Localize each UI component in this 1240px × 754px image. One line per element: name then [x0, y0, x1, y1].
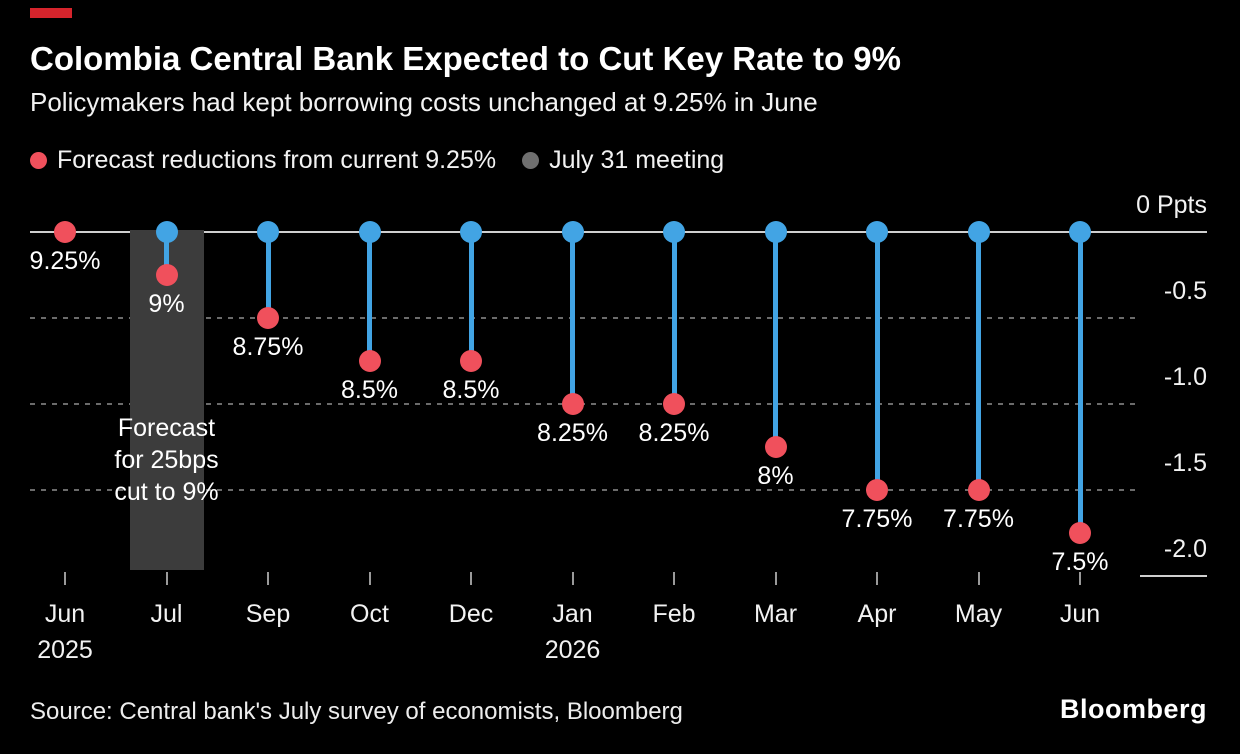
forecast-dot: [663, 393, 685, 415]
meeting-dot: [460, 221, 482, 243]
y-tick-label: -0.5: [1163, 277, 1207, 305]
brand-accent-bar: [30, 8, 72, 18]
bloomberg-logo: Bloomberg: [1059, 694, 1207, 724]
x-tick: [368, 572, 371, 585]
legend-meeting-label: July 31 meeting: [549, 146, 725, 174]
source-note: Source: Central bank's July survey of ec…: [30, 698, 683, 725]
meeting-dot: [561, 221, 584, 243]
legend-forecast-label: Forecast reductions from current 9.25%: [57, 146, 497, 174]
forecast-dot: [358, 350, 381, 372]
rate-label: 8.5%: [442, 376, 500, 404]
stem: [874, 232, 880, 490]
stem: [570, 232, 575, 404]
forecast-dot: [866, 479, 888, 501]
x-tick-label: Dec: [448, 600, 494, 628]
x-tick: [470, 572, 472, 585]
rate-label: 7.75%: [841, 505, 913, 533]
y-tick-label: -1.0: [1163, 363, 1207, 391]
y-tick-label: 0 Ppts: [1136, 191, 1207, 219]
stem: [1077, 232, 1083, 533]
x-tick-label: Jan: [552, 600, 593, 628]
stem: [976, 232, 981, 490]
rate-label: 7.75%: [943, 505, 1014, 533]
chart-subtitle: Policymakers had kept borrowing costs un…: [30, 87, 818, 117]
rate-label: 8.5%: [341, 376, 398, 404]
forecast-dot: [257, 307, 279, 329]
meeting-dot: [663, 221, 685, 243]
stem: [671, 232, 677, 404]
meeting-dot: [257, 221, 279, 243]
rate-label: 9.25%: [29, 247, 101, 275]
rate-label: 7.5%: [1051, 548, 1109, 576]
rate-label: 9%: [148, 290, 185, 318]
x-tick-label: May: [954, 600, 1003, 628]
stem: [468, 232, 474, 361]
annotation-line: cut to 9%: [114, 478, 219, 506]
annotation: Forecast for 25bps cut to 9%: [82, 412, 252, 508]
x-tick: [267, 572, 269, 585]
forecast-dot: [967, 479, 990, 501]
stem: [773, 232, 778, 447]
meeting-dot: [155, 221, 178, 243]
forecast-dot: [54, 221, 76, 243]
x-tick-label: Jun: [44, 600, 86, 628]
stem: [367, 232, 372, 361]
x-tick-label: Apr: [857, 600, 897, 628]
x-tick: [876, 572, 878, 585]
gridline: [30, 489, 1135, 491]
x-tick: [774, 572, 777, 585]
meeting-dot: [764, 221, 787, 243]
legend-meeting-dot-icon: [522, 152, 540, 169]
x-tick-label: Oct: [350, 600, 389, 628]
x-year-label: 2026: [544, 636, 601, 664]
x-tick: [571, 572, 574, 585]
rate-label: 8.25%: [638, 419, 710, 447]
y-tick-label: -1.5: [1163, 449, 1207, 477]
gridline: [30, 317, 1135, 319]
forecast-dot: [1069, 522, 1091, 544]
x-tick-label: Mar: [753, 600, 798, 628]
axis-end-line: [1140, 575, 1207, 577]
stem: [265, 232, 271, 318]
forecast-dot: [561, 393, 584, 415]
annotation-line: for 25bps: [114, 446, 219, 474]
zero-line: [30, 231, 1207, 233]
x-tick: [64, 572, 66, 585]
x-tick-label: Feb: [652, 600, 696, 628]
forecast-dot: [155, 264, 178, 286]
x-tick: [165, 572, 168, 585]
meeting-dot: [1069, 221, 1091, 243]
x-tick-label: Jul: [150, 600, 183, 628]
rate-label: 8.75%: [232, 333, 304, 361]
stem: [164, 232, 169, 275]
meeting-dot: [866, 221, 888, 243]
y-tick-label: -2.0: [1163, 535, 1207, 563]
meeting-dot: [967, 221, 990, 243]
x-tick-label: Jun: [1059, 600, 1101, 628]
meeting-dot: [358, 221, 381, 243]
annotation-line: Forecast: [117, 414, 216, 442]
legend: Forecast reductions from current 9.25% J…: [30, 146, 750, 175]
highlight-band: [129, 230, 204, 570]
x-tick-label: Sep: [245, 600, 291, 628]
x-year-label: 2025: [37, 636, 93, 664]
x-tick: [1079, 572, 1081, 585]
rate-label: 8.25%: [537, 419, 608, 447]
legend-forecast-dot-icon: [30, 152, 47, 169]
chart-title: Colombia Central Bank Expected to Cut Ke…: [30, 40, 902, 77]
x-tick: [977, 572, 980, 585]
x-tick: [673, 572, 675, 585]
forecast-dot: [764, 436, 787, 458]
forecast-dot: [460, 350, 482, 372]
rate-label: 8%: [757, 462, 794, 490]
